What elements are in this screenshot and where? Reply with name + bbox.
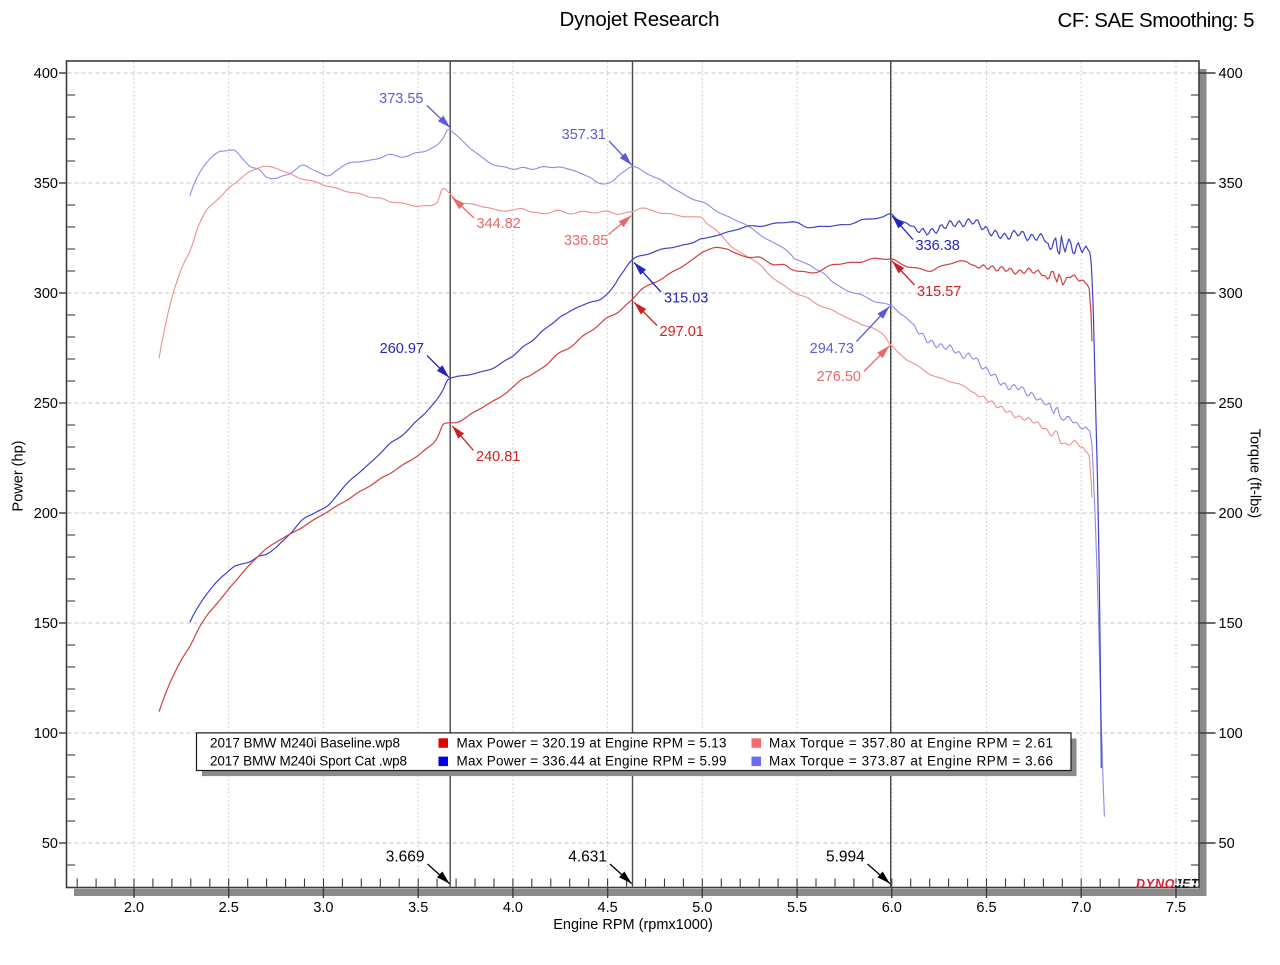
svg-text:DYNO: DYNO (1136, 877, 1175, 891)
svg-text:200: 200 (34, 506, 58, 522)
svg-text:294.73: 294.73 (810, 341, 854, 357)
svg-text:2017 BMW M240i Baseline.wp8: 2017 BMW M240i Baseline.wp8 (210, 735, 400, 750)
svg-text:Max Torque = 373.87 at Engine: Max Torque = 373.87 at Engine RPM = 3.66 (769, 754, 1053, 769)
svg-text:50: 50 (1219, 836, 1235, 852)
svg-text:6.5: 6.5 (976, 900, 996, 916)
svg-text:7.0: 7.0 (1071, 900, 1091, 916)
svg-text:Max Power = 320.19 at Engine R: Max Power = 320.19 at Engine RPM = 5.13 (457, 735, 727, 750)
svg-text:350: 350 (34, 176, 58, 192)
svg-text:315.03: 315.03 (664, 291, 708, 307)
svg-text:3.0: 3.0 (313, 900, 333, 916)
svg-text:250: 250 (1219, 396, 1243, 412)
svg-text:400: 400 (34, 66, 58, 82)
svg-text:150: 150 (34, 616, 58, 632)
svg-text:297.01: 297.01 (660, 324, 704, 340)
svg-text:5.0: 5.0 (692, 900, 712, 916)
svg-text:4.0: 4.0 (503, 900, 523, 916)
svg-text:Max Torque = 357.80 at Engine: Max Torque = 357.80 at Engine RPM = 2.61 (769, 735, 1053, 750)
svg-text:350: 350 (1219, 176, 1243, 192)
svg-text:300: 300 (1219, 286, 1243, 302)
svg-text:250: 250 (34, 396, 58, 412)
svg-text:400: 400 (1219, 66, 1243, 82)
svg-text:2017 BMW M240i Sport Cat .wp8: 2017 BMW M240i Sport Cat .wp8 (210, 754, 407, 769)
svg-text:2.5: 2.5 (219, 900, 239, 916)
svg-text:315.57: 315.57 (917, 284, 961, 300)
svg-text:2.0: 2.0 (124, 900, 144, 916)
svg-text:150: 150 (1219, 616, 1243, 632)
svg-text:Power (hp): Power (hp) (11, 441, 27, 512)
svg-text:373.55: 373.55 (379, 91, 423, 107)
svg-text:336.38: 336.38 (916, 238, 960, 254)
svg-text:300: 300 (34, 286, 58, 302)
svg-text:240.81: 240.81 (476, 449, 520, 465)
svg-text:5.5: 5.5 (787, 900, 807, 916)
svg-text:6.0: 6.0 (882, 900, 902, 916)
svg-text:Max Power = 336.44 at Engine R: Max Power = 336.44 at Engine RPM = 5.99 (457, 754, 727, 769)
svg-text:3.5: 3.5 (408, 900, 428, 916)
svg-text:Dynojet Research: Dynojet Research (560, 8, 720, 31)
svg-text:357.31: 357.31 (562, 127, 606, 143)
svg-text:260.97: 260.97 (380, 341, 424, 357)
svg-text:4.631: 4.631 (568, 849, 607, 866)
svg-text:7.5: 7.5 (1166, 900, 1186, 916)
svg-text:100: 100 (1219, 726, 1243, 742)
svg-text:Torque (ft-lbs): Torque (ft-lbs) (1247, 429, 1263, 518)
svg-text:Engine RPM (rpmx1000): Engine RPM (rpmx1000) (553, 917, 713, 933)
svg-text:100: 100 (34, 726, 58, 742)
svg-text:50: 50 (42, 836, 58, 852)
svg-text:200: 200 (1219, 506, 1243, 522)
svg-text:336.85: 336.85 (564, 233, 608, 249)
svg-text:3.669: 3.669 (386, 849, 425, 866)
svg-text:344.82: 344.82 (477, 216, 521, 232)
svg-text:4.5: 4.5 (598, 900, 618, 916)
svg-text:5.994: 5.994 (826, 849, 865, 866)
svg-text:CF: SAE Smoothing: 5: CF: SAE Smoothing: 5 (1058, 9, 1255, 32)
svg-text:276.50: 276.50 (817, 369, 861, 385)
